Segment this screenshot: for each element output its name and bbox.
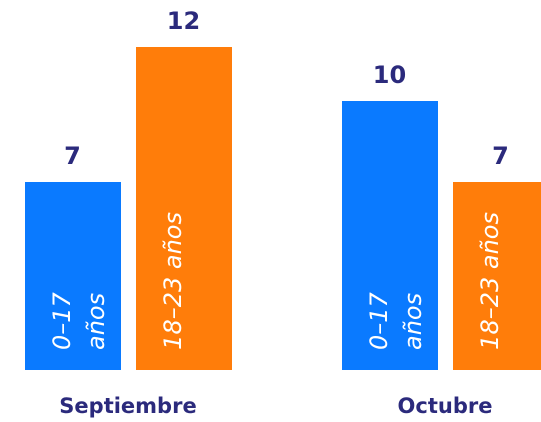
bar: 18–23 años bbox=[452, 181, 541, 370]
bar: 18–23 años bbox=[135, 47, 232, 370]
value-label: 7 bbox=[492, 141, 509, 170]
bar-series-label: 0–17 años bbox=[364, 292, 427, 350]
bar-series-label: 0–17 años bbox=[47, 292, 110, 350]
bar-series-label: 18–23 años bbox=[158, 212, 187, 350]
value-label: 7 bbox=[64, 141, 81, 170]
bar: 0–17 años bbox=[341, 100, 438, 370]
bar: 0–17 años bbox=[24, 181, 121, 370]
category-label: Septiembre bbox=[59, 394, 197, 418]
value-label: 10 bbox=[372, 60, 407, 89]
category-label: Octubre bbox=[397, 394, 493, 418]
value-label: 12 bbox=[166, 7, 201, 35]
bar-series-label: 18–23 años bbox=[475, 212, 504, 350]
